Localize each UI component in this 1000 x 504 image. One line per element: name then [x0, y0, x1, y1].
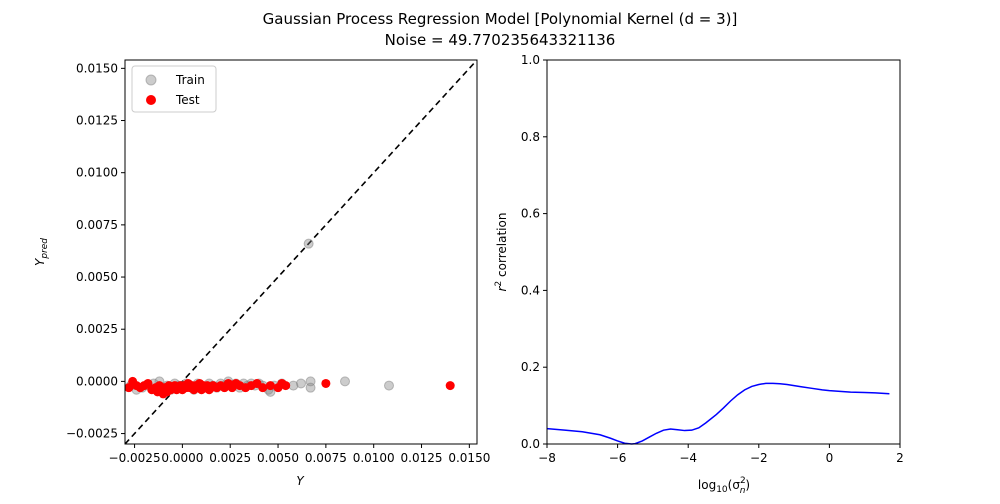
scatter-ytick-label: 0.0125	[76, 114, 118, 128]
xlabel-sigma: (σ	[728, 478, 741, 492]
correlation-xtick-label: −6	[609, 451, 627, 465]
scatter-ytick-label: 0.0050	[76, 270, 118, 284]
train-point	[305, 376, 316, 387]
correlation-xtick-label: 2	[896, 451, 904, 465]
correlation-ytick-label: 0.2	[521, 360, 540, 374]
scatter-xtick-label: 0.0100	[353, 451, 395, 465]
legend-test-label: Test	[175, 93, 200, 107]
scatter-xtick-label: 0.0125	[401, 451, 443, 465]
train-point	[303, 238, 314, 249]
scatter-ytick-label: 0.0000	[76, 374, 118, 388]
correlation-xlabel: log10(σ2 n)	[698, 476, 750, 496]
xlabel-log: log	[698, 478, 716, 492]
scatter-ytick-label: −0.0025	[66, 427, 118, 441]
scatter-xtick-label: 0.0050	[257, 451, 299, 465]
test-point	[321, 378, 331, 388]
correlation-ylabel: r2 correlation	[494, 213, 509, 292]
figure-title-line2: Noise = 49.770235643321136	[385, 31, 616, 49]
correlation-ytick-label: 1.0	[521, 53, 540, 67]
correlation-subplot: −8 −6 −4 −2 0 20.00.20.40.60.81.0 log10(σ2 n) …	[494, 53, 904, 496]
correlation-xtick-label: 0	[826, 451, 834, 465]
xlabel-close: )	[745, 478, 750, 492]
test-point	[265, 381, 275, 391]
train-point	[340, 376, 350, 387]
scatter-xtick-label: 0.0075	[305, 451, 347, 465]
legend-train-marker	[145, 74, 157, 86]
scatter-ytick-label: 0.0075	[76, 218, 118, 232]
xlabel-subn: n	[740, 486, 746, 496]
scatter-ytick-label: 0.0100	[76, 166, 118, 180]
ylabel-rest: correlation	[495, 213, 509, 281]
test-point	[258, 383, 268, 393]
ylabel-sup2: 2	[494, 281, 504, 287]
correlation-ytick-label: 0.0	[521, 437, 540, 451]
scatter-ylabel-main: Y	[33, 257, 47, 266]
correlation-xtick-label: −4	[679, 451, 697, 465]
scatter-tick-layer: −0.0025 0.0000 0.0025 0.0050 0.0075 0.0100 0.0…	[66, 61, 490, 465]
scatter-xtick-label: 0.0000	[161, 451, 203, 465]
test-point	[281, 381, 291, 391]
scatter-ylabel-sub: pred	[40, 238, 50, 260]
scatter-subplot: −0.0025 0.0000 0.0025 0.0050 0.0075 0.0100 0.0…	[33, 59, 490, 488]
correlation-plot-area	[547, 382, 890, 445]
scatter-ylabel: Ypred	[33, 238, 50, 266]
train-point	[384, 380, 394, 391]
correlation-ytick-label: 0.6	[521, 207, 540, 221]
correlation-xtick-label: −2	[750, 451, 768, 465]
correlation-xtick-label: −8	[538, 451, 556, 465]
scatter-xtick-label: 0.0025	[209, 451, 251, 465]
xlabel-sub10: 10	[716, 485, 728, 495]
scatter-xlabel: Y	[296, 474, 305, 488]
ylabel-r: r	[495, 285, 509, 291]
xlabel-sup2: 2	[740, 476, 746, 486]
scatter-ytick-label: 0.0025	[76, 322, 118, 336]
train-point	[296, 378, 306, 389]
identity-dashed-line	[125, 60, 477, 444]
test-point	[445, 381, 455, 391]
scatter-ytick-label: 0.0150	[76, 61, 118, 75]
scatter-axes-frame	[124, 59, 478, 445]
scatter-xtick-label: −0.0025	[109, 451, 161, 465]
legend: Train Test	[131, 65, 217, 113]
correlation-tick-layer: −8 −6 −4 −2 0 2 0.0 0.2 0.4 0.6 0.8 1.0	[521, 53, 904, 465]
train-points	[125, 238, 394, 397]
legend-test-marker	[146, 95, 156, 105]
test-points	[125, 376, 455, 399]
correlation-ytick-label: 0.4	[521, 283, 540, 297]
scatter-xtick-label: 0.0150	[448, 451, 490, 465]
correlation-axes-frame	[546, 59, 901, 445]
figure-title-line1: Gaussian Process Regression Model [Polyn…	[263, 10, 738, 28]
scatter-plot-area	[125, 60, 477, 444]
correlation-line	[547, 382, 890, 445]
correlation-ytick-label: 0.8	[521, 130, 540, 144]
legend-train-label: Train	[175, 73, 205, 87]
